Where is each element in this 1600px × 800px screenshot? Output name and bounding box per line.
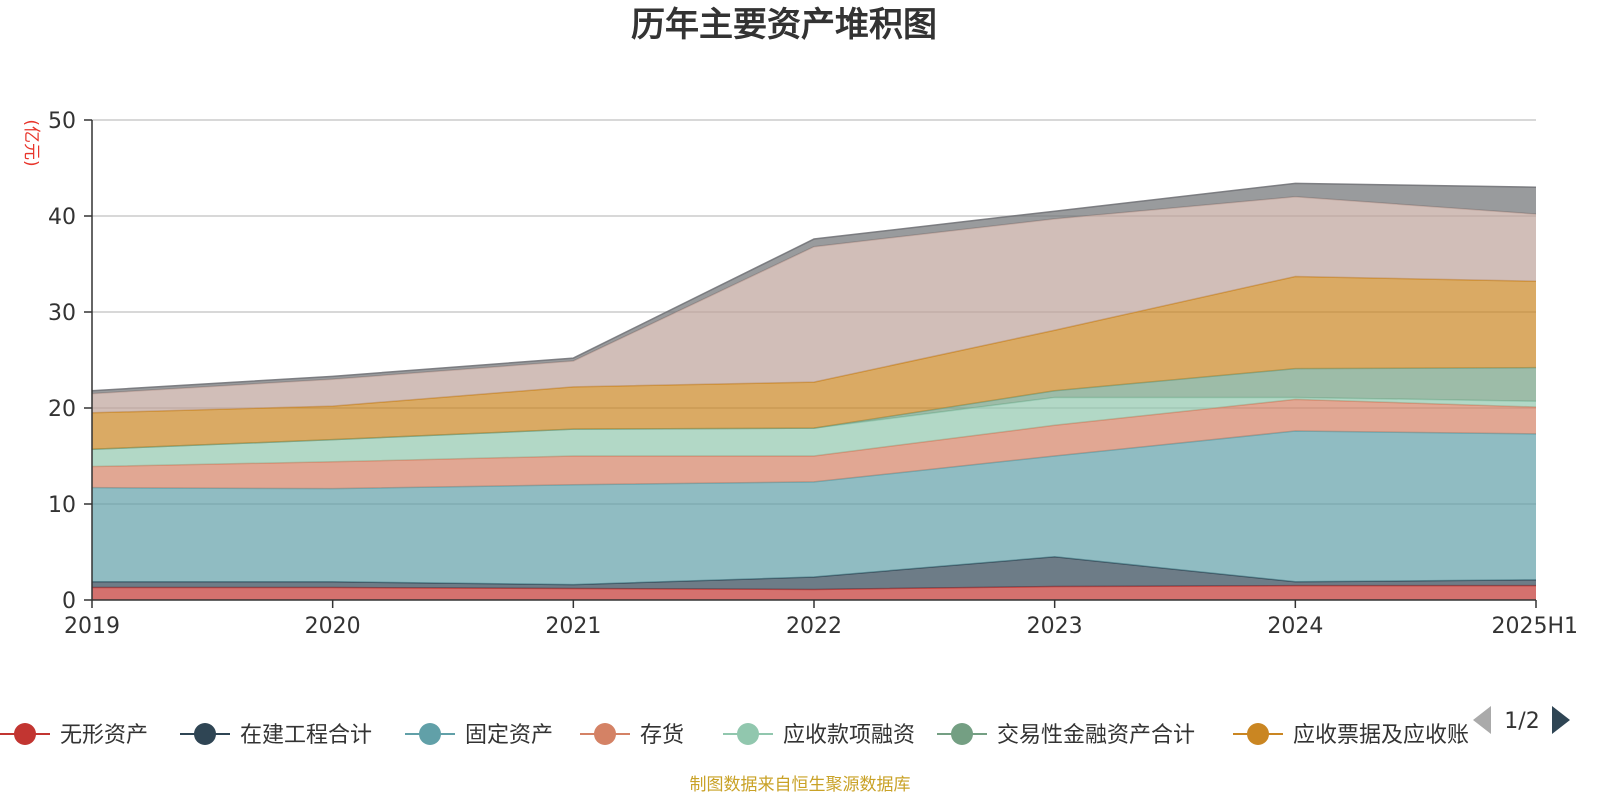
legend-marker-icon: [951, 723, 973, 745]
legend-prev-arrow-icon[interactable]: [1473, 706, 1491, 734]
legend-label: 在建工程合计: [240, 723, 372, 748]
x-tick-label: 2021: [545, 614, 601, 639]
x-tick-label: 2023: [1027, 614, 1083, 639]
legend-label: 固定资产: [465, 723, 553, 748]
legend-label: 应收款项融资: [783, 723, 915, 748]
axes: 0 10 20 30 40 50 2019 2020 2021 2022 2023 2024 2025H…: [48, 109, 1578, 639]
legend-item[interactable]: 在建工程合计: [180, 723, 372, 748]
legend-marker-icon: [14, 723, 36, 745]
x-tick-label: 2025H1: [1491, 614, 1578, 639]
y-tick-label: 0: [62, 589, 76, 614]
x-tick-label: 2019: [64, 614, 120, 639]
area-series-2: [92, 431, 1536, 585]
source-note: 制图数据来自恒生聚源数据库: [690, 775, 911, 795]
legend-item[interactable]: 应收票据及应收账: [1233, 723, 1469, 748]
legend-item[interactable]: 交易性金融资产合计: [937, 723, 1195, 748]
area-series-7: [92, 196, 1536, 413]
x-tick-label: 2020: [305, 614, 361, 639]
legend-marker-icon: [594, 723, 616, 745]
legend-label: 无形资产: [60, 723, 148, 748]
legend-item[interactable]: 无形资产: [0, 723, 148, 748]
legend-marker-icon: [1247, 723, 1269, 745]
y-tick-label: 30: [48, 301, 76, 326]
x-tick-label: 2024: [1267, 614, 1323, 639]
legend-label: 交易性金融资产合计: [997, 723, 1195, 748]
legend-item[interactable]: 存货: [580, 723, 684, 748]
y-tick-label: 50: [48, 109, 76, 134]
area-series-4: [92, 397, 1536, 467]
y-tick-label: 40: [48, 205, 76, 230]
legend-pager: 1/2: [1473, 706, 1570, 734]
legend-label: 存货: [640, 723, 684, 748]
area-series-line-8: [91, 182, 1537, 392]
legend-label: 应收票据及应收账: [1293, 723, 1469, 748]
legend-marker-icon: [194, 723, 216, 745]
area-series-3: [92, 399, 1536, 489]
area-series-5: [92, 367, 1536, 450]
y-tick-label: 20: [48, 397, 76, 422]
legend-item[interactable]: 固定资产: [405, 723, 553, 748]
legend-item[interactable]: 应收款项融资: [723, 723, 915, 748]
y-axis-unit-label: (亿元): [21, 119, 41, 166]
legend-marker-icon: [737, 723, 759, 745]
area-series-0: [92, 585, 1536, 600]
legend-page-indicator: 1/2: [1504, 709, 1539, 734]
area-series-6: [92, 276, 1536, 450]
legend-marker-icon: [419, 723, 441, 745]
area-series-group: [91, 182, 1537, 600]
legend-next-arrow-icon[interactable]: [1552, 706, 1570, 734]
y-tick-label: 10: [48, 493, 76, 518]
legend: 无形资产 在建工程合计 固定资产 存货 应收款项融资 交易性金融资产合计 应收票据及应收账: [0, 723, 1469, 748]
x-tick-label: 2022: [786, 614, 842, 639]
chart-title: 历年主要资产堆积图: [631, 5, 937, 45]
area-series-1: [92, 556, 1536, 590]
